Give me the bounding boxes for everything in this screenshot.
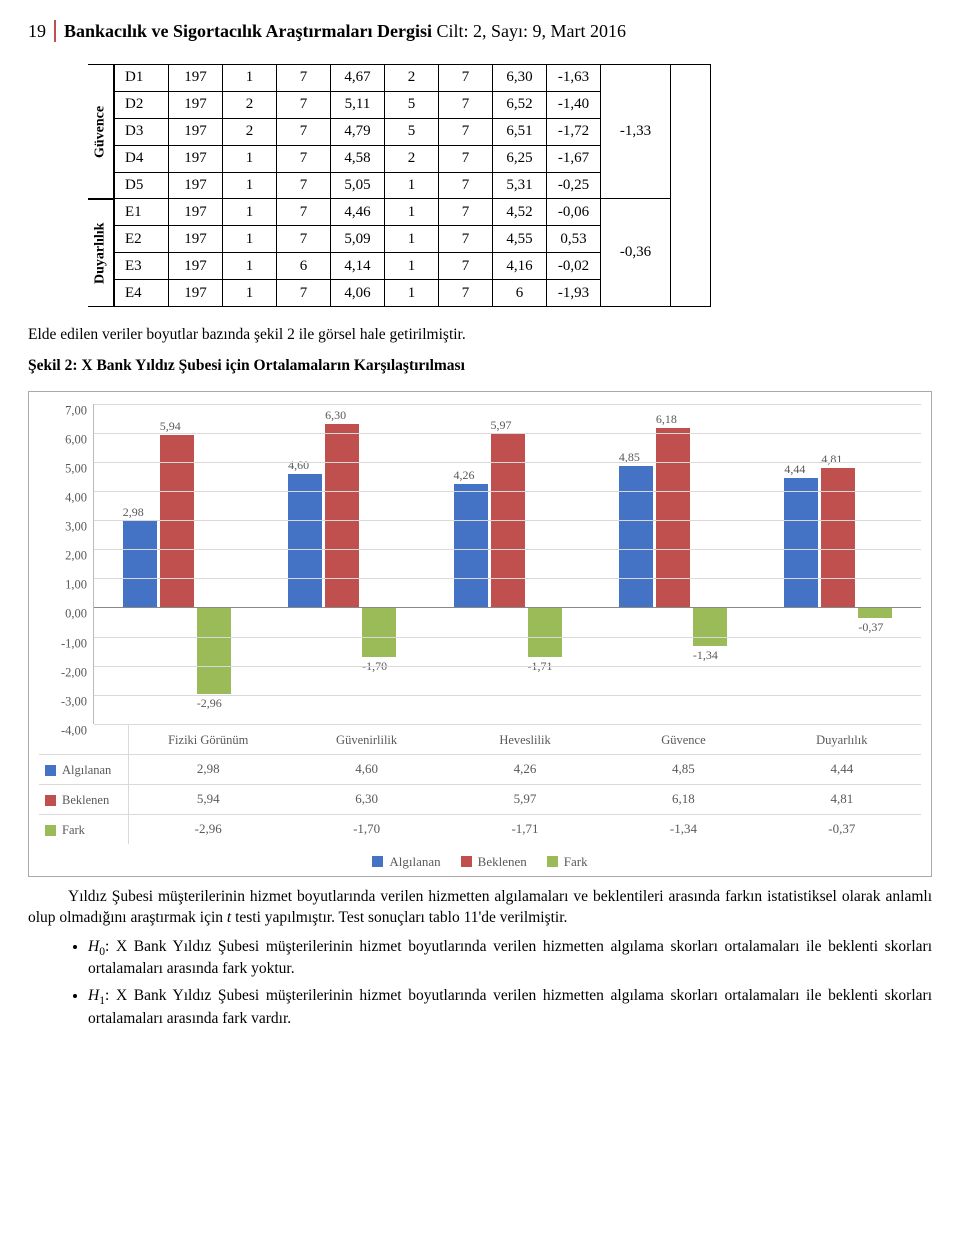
- chart-category-label: Duyarlılık: [763, 724, 921, 754]
- table-row: D1197174,67276,30-1,63: [115, 65, 601, 92]
- page-number: 19: [28, 21, 46, 42]
- comparison-chart: 7,006,005,004,003,002,001,000,00-1,00-2,…: [28, 391, 932, 877]
- header-divider: [54, 20, 56, 42]
- table-row: E3197164,14174,16-0,02: [115, 253, 601, 280]
- table-section-label: Güvence: [88, 64, 114, 199]
- chart-category-label: Güvence: [604, 724, 762, 754]
- paragraph: Elde edilen veriler boyutlar bazında şek…: [28, 325, 932, 346]
- chart-category-label: Güvenirlilik: [287, 724, 445, 754]
- chart-bar-group: 4,606,30-1,70: [259, 404, 424, 724]
- table-row: E1197174,46174,52-0,06: [115, 199, 601, 226]
- chart-legend: AlgılananBeklenenFark: [39, 854, 921, 870]
- chart-category-label: Heveslilik: [446, 724, 604, 754]
- chart-bar-group: 4,265,97-1,71: [425, 404, 590, 724]
- chart-bar-group: 2,985,94-2,96: [94, 404, 259, 724]
- paragraph: Yıldız Şubesi müşterilerinin hizmet boyu…: [28, 887, 932, 929]
- table-row: D3197274,79576,51-1,72: [115, 118, 601, 145]
- chart-bar-group: 4,856,18-1,34: [590, 404, 755, 724]
- list-item: H0: X Bank Yıldız Şubesi müşterilerinin …: [88, 937, 932, 981]
- list-item: H1: X Bank Yıldız Şubesi müşterilerinin …: [88, 986, 932, 1030]
- journal-title: Bankacılık ve Sigortacılık Araştırmaları…: [64, 21, 626, 42]
- table-row: E2197175,09174,550,53: [115, 226, 601, 253]
- chart-value-row: Beklenen5,946,305,976,184,81: [39, 784, 921, 814]
- data-table: GüvenceDuyarlılık D1197174,67276,30-1,63…: [88, 64, 932, 307]
- table-row: E4197174,06176-1,93: [115, 280, 601, 307]
- chart-value-row: Fark-2,96-1,70-1,71-1,34-0,37: [39, 814, 921, 844]
- page-header: 19 Bankacılık ve Sigortacılık Araştırmal…: [28, 20, 932, 42]
- hypothesis-list: H0: X Bank Yıldız Şubesi müşterilerinin …: [28, 937, 932, 1030]
- table-row: D2197275,11576,52-1,40: [115, 91, 601, 118]
- chart-value-row: Algılanan2,984,604,264,854,44: [39, 754, 921, 784]
- chart-category-label: Fiziki Görünüm: [129, 724, 287, 754]
- table-row: D5197175,05175,31-0,25: [115, 172, 601, 199]
- table-section-label: Duyarlılık: [88, 199, 114, 307]
- figure-caption: Şekil 2: X Bank Yıldız Şubesi için Ortal…: [28, 356, 932, 377]
- table-row: D4197174,58276,25-1,67: [115, 145, 601, 172]
- chart-bar-group: 4,444,81-0,37: [756, 404, 921, 724]
